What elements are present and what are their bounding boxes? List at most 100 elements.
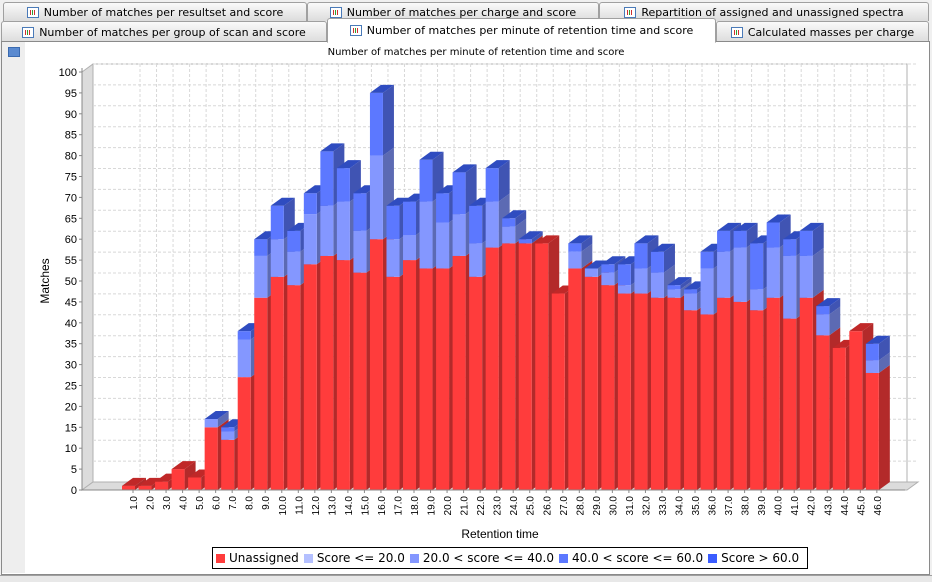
bar-40-0-score-60-0: [254, 239, 268, 256]
chart-icon: [329, 6, 342, 18]
legend-item: Score > 60.0: [708, 551, 799, 565]
x-tick-label: 5.0: [195, 496, 206, 510]
x-tick-label: 25.0: [526, 496, 537, 516]
bar-unassigned: [287, 285, 301, 490]
x-tick-label: 41.0: [790, 496, 801, 516]
bar-20-0-score-40-0-side: [812, 247, 824, 298]
y-tick-label: 55: [65, 255, 77, 267]
x-tick-label: 2.0: [146, 496, 157, 510]
chart-icon: [730, 26, 743, 38]
bar-top: [733, 222, 758, 231]
x-tick-label: 27.0: [559, 496, 570, 516]
bar-40-0-score-60-0-side: [812, 222, 824, 256]
bar-unassigned: [386, 276, 400, 490]
y-tick-label: 15: [65, 422, 77, 434]
bar-unassigned: [436, 268, 450, 490]
x-tick-label: 45.0: [856, 496, 867, 516]
legend-label: 40.0 < score <= 60.0: [572, 551, 704, 565]
x-tick-label: 43.0: [823, 496, 834, 516]
tab-repartition-spectra[interactable]: Repartition of assigned and unassigned s…: [599, 2, 929, 21]
bar-top: [717, 222, 742, 231]
chart-icon: [349, 25, 362, 36]
y-tick-label: 25: [65, 381, 77, 393]
bar-40-0-score-60-0-side: [531, 231, 543, 244]
tab-matches-per-scan-group[interactable]: Number of matches per group of scan and …: [1, 21, 327, 42]
bar-top: [419, 151, 444, 160]
tab-calculated-masses[interactable]: Calculated masses per charge: [716, 21, 929, 42]
bar-40-0-score-60-0: [237, 331, 251, 340]
bar-unassigned: [535, 243, 549, 490]
bar-20-0-score-40-0: [237, 339, 251, 378]
bar-top: [568, 235, 593, 244]
tab-label: Calculated masses per charge: [747, 25, 915, 39]
bar-unassigned: [568, 268, 582, 490]
bar-20-0-score-40-0-side: [581, 243, 593, 269]
tab-label: Repartition of assigned and unassigned s…: [641, 5, 904, 19]
y-axis-label: Matches: [38, 258, 52, 303]
x-tick-label: 9.0: [261, 496, 272, 510]
bar-40-0-score-60-0: [684, 289, 698, 294]
bar-top: [816, 298, 841, 307]
bar-20-0-score-40-0: [419, 201, 433, 269]
bar-20-0-score-40-0: [667, 289, 681, 298]
bar-40-0-score-60-0: [320, 151, 334, 206]
bar-unassigned: [783, 318, 797, 490]
x-tick-label: 21.0: [460, 496, 471, 516]
bar-20-0-score-40-0: [750, 289, 764, 311]
x-tick-label: 33.0: [658, 496, 669, 516]
y-tick-label: 95: [65, 88, 77, 100]
bar-unassigned: [138, 485, 152, 490]
export-menu-icon[interactable]: [8, 47, 20, 57]
tab-matches-per-retention-time[interactable]: Number of matches per minute of retentio…: [327, 18, 716, 43]
bar-top: [584, 260, 609, 269]
bar-40-0-score-60-0-side: [498, 160, 510, 202]
bar-unassigned: [849, 331, 863, 490]
bar-unassigned: [733, 301, 747, 490]
x-tick-label: 30.0: [608, 496, 619, 516]
x-tick-label: 31.0: [625, 496, 636, 516]
y-tick-label: 70: [65, 192, 77, 204]
bar-40-0-score-60-0: [287, 230, 301, 252]
x-tick-label: 11.0: [294, 496, 305, 515]
bar-top: [865, 335, 890, 344]
bar-top: [122, 477, 146, 486]
legend-swatch: [708, 553, 718, 563]
bar-40-0-score-60-0: [353, 193, 367, 231]
bar-40-0-score-60-0: [419, 159, 433, 202]
bar-unassigned: [485, 247, 499, 490]
bar-40-0-score-60-0: [799, 230, 813, 256]
bar-unassigned: [403, 260, 417, 490]
x-tick-label: 8.0: [245, 496, 256, 510]
x-tick-label: 1.0: [129, 496, 140, 510]
bar-40-0-score-60-0: [766, 222, 780, 248]
bar-20-0-score-40-0: [369, 155, 383, 240]
bar-unassigned: [270, 276, 284, 490]
status-bar: [0, 575, 932, 582]
bar-40-0-score-60-0: [601, 264, 615, 273]
bar-unassigned: [584, 276, 598, 490]
bar-20-0-score-40-0: [617, 285, 631, 294]
legend-label: 20.0 < score <= 40.0: [422, 551, 554, 565]
x-tick-label: 26.0: [542, 496, 553, 516]
bar-unassigned: [188, 477, 202, 490]
bar-20-0-score-40-0: [204, 418, 218, 428]
bar-20-0-score-40-0: [684, 293, 698, 311]
y-tick-label: 65: [65, 213, 77, 225]
bar-unassigned: [799, 297, 813, 490]
bar-top: [204, 410, 229, 419]
x-tick-label: 10.0: [278, 496, 289, 516]
x-tick-label: 23.0: [493, 496, 504, 516]
bar-40-0-score-60-0: [403, 201, 417, 236]
bar-40-0-score-60-0: [816, 306, 830, 315]
tab-matches-per-charge[interactable]: Number of matches per charge and score: [307, 2, 599, 21]
legend-item: Score <= 20.0: [303, 551, 405, 565]
bar-40-0-score-60-0-side: [432, 151, 444, 202]
tab-matches-per-resultset[interactable]: Number of matches per resultset and scor…: [3, 2, 307, 21]
bar-20-0-score-40-0: [650, 272, 664, 298]
x-tick-label: 16.0: [377, 496, 388, 516]
bar-unassigned: [254, 297, 268, 490]
legend-label: Score > 60.0: [721, 551, 800, 565]
bar-40-0-score-60-0: [717, 230, 731, 252]
x-tick-label: 29.0: [592, 496, 603, 516]
tab-label: Number of matches per group of scan and …: [39, 25, 306, 39]
